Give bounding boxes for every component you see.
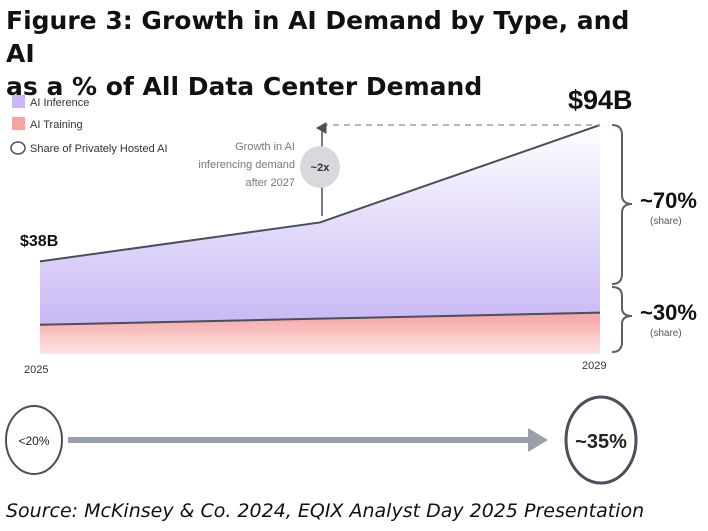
inference-area	[40, 125, 600, 325]
training-share-sub: (share)	[650, 328, 682, 339]
training-share-value: ~30%	[640, 300, 697, 325]
inference-share-brace	[611, 124, 633, 285]
private-share-start-label: <20%	[18, 434, 49, 448]
growth-badge	[300, 146, 340, 188]
private-share-start-circle	[5, 405, 63, 475]
end-total-label: $94B	[568, 85, 633, 115]
chart-title: Figure 3: Growth in AI Demand by Type, a…	[6, 4, 646, 103]
private-share-end-circle	[564, 395, 638, 485]
private-share-arrow-head	[528, 428, 548, 452]
annotation-line-1: Growth in AI	[235, 141, 295, 153]
training-area	[40, 312, 600, 354]
legend-label-private: Share of Privately Hosted AI	[30, 143, 168, 155]
training-top-line	[39, 311, 601, 326]
private-share-end-label: ~35%	[575, 431, 627, 453]
legend-swatch-private	[10, 141, 26, 155]
x-tick-2025: 2025	[24, 364, 48, 376]
private-share-row: <20% ~35%	[5, 395, 638, 485]
start-total-label: $38B	[20, 233, 58, 250]
training-share-brace	[611, 286, 633, 353]
annotation-line-2: inferencing demand	[198, 159, 295, 171]
legend-label-inference: AI Inference	[30, 97, 89, 109]
legend-swatch-inference	[12, 95, 25, 108]
legend-swatch-training	[12, 117, 25, 130]
title-line-2: as a % of All Data Center Demand	[6, 72, 483, 101]
source-note: Source: McKinsey & Co. 2024, EQIX Analys…	[6, 500, 645, 522]
inference-share-sub: (share)	[650, 216, 682, 227]
growth-badge-label: ~2x	[311, 162, 331, 174]
legend-label-training: AI Training	[30, 119, 83, 131]
title-line-1: Figure 3: Growth in AI Demand by Type, a…	[6, 6, 630, 68]
inference-top-line	[39, 124, 601, 263]
annotation-line-3: after 2027	[245, 177, 295, 189]
legend: AI Inference AI Training Share of Privat…	[10, 95, 168, 155]
x-tick-2029: 2029	[582, 360, 606, 372]
inference-share-value: ~70%	[640, 188, 697, 213]
